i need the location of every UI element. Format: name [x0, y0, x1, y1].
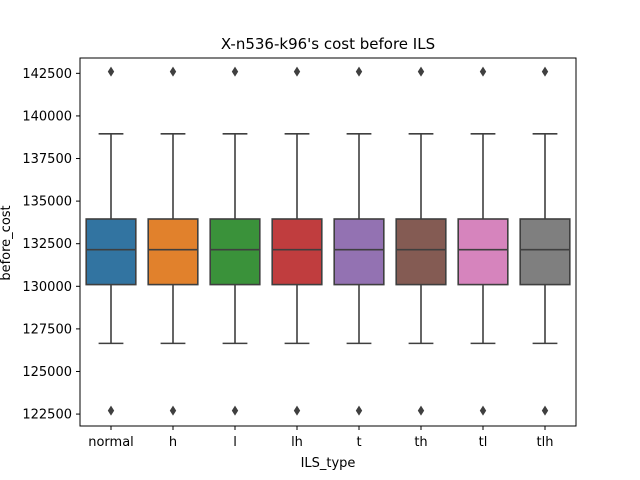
x-tick-label: lh	[291, 435, 303, 450]
outlier-point	[293, 405, 301, 416]
outlier-point	[169, 66, 177, 77]
outlier-point	[479, 405, 487, 416]
outlier-point	[231, 405, 239, 416]
box-tlh	[519, 218, 571, 286]
box-group-t	[333, 66, 385, 416]
outlier-point	[169, 405, 177, 416]
box-h	[147, 218, 199, 286]
box-t	[333, 218, 385, 286]
y-tick-label: 122500	[22, 408, 72, 423]
box-group-tl	[457, 66, 509, 416]
outlier-point	[293, 66, 301, 77]
outlier-point	[107, 66, 115, 77]
outlier-point	[417, 405, 425, 416]
x-tick-label: t	[356, 435, 361, 450]
y-tick-label: 130000	[22, 280, 72, 295]
outlier-point	[479, 66, 487, 77]
y-tick-label: 140000	[22, 109, 72, 124]
y-tick-label: 142500	[22, 67, 72, 82]
outlier-point	[355, 66, 363, 77]
outlier-point	[541, 66, 549, 77]
box-group-h	[147, 66, 199, 416]
box-normal	[85, 218, 137, 286]
plot-marks	[85, 66, 571, 416]
box-group-tlh	[519, 66, 571, 416]
outlier-point	[417, 66, 425, 77]
y-tick-label: 132500	[22, 237, 72, 252]
y-axis: 122500 125000 127500 130000 132500 135000 1375…	[22, 67, 80, 423]
box-group-lh	[271, 66, 323, 416]
box-group-normal	[85, 66, 137, 416]
outlier-point	[231, 66, 239, 77]
x-tick-label: l	[233, 435, 237, 450]
box-group-th	[395, 66, 447, 416]
outlier-point	[355, 405, 363, 416]
x-tick-label: tlh	[537, 435, 554, 450]
outlier-point	[541, 405, 549, 416]
box-th	[395, 218, 447, 286]
box-tl	[457, 218, 509, 286]
plot-frame	[79, 57, 577, 427]
x-tick-label: tl	[479, 435, 488, 450]
x-tick-label: h	[169, 435, 177, 450]
y-tick-label: 135000	[22, 195, 72, 210]
box-lh	[271, 218, 323, 286]
box-l	[209, 218, 261, 286]
outlier-point	[107, 405, 115, 416]
x-axis-label: ILS_type	[301, 456, 356, 471]
y-tick-label: 127500	[22, 322, 72, 337]
box-group-l	[209, 66, 261, 416]
x-axis: normal h l lh t th tl tlh	[88, 426, 553, 450]
chart-title: X-n536-k96's cost before ILS	[221, 35, 435, 53]
y-tick-label: 137500	[22, 152, 72, 167]
x-tick-label: th	[414, 435, 427, 450]
y-tick-label: 125000	[22, 365, 72, 380]
y-axis-label: before_cost	[0, 205, 14, 280]
x-tick-label: normal	[88, 435, 134, 450]
